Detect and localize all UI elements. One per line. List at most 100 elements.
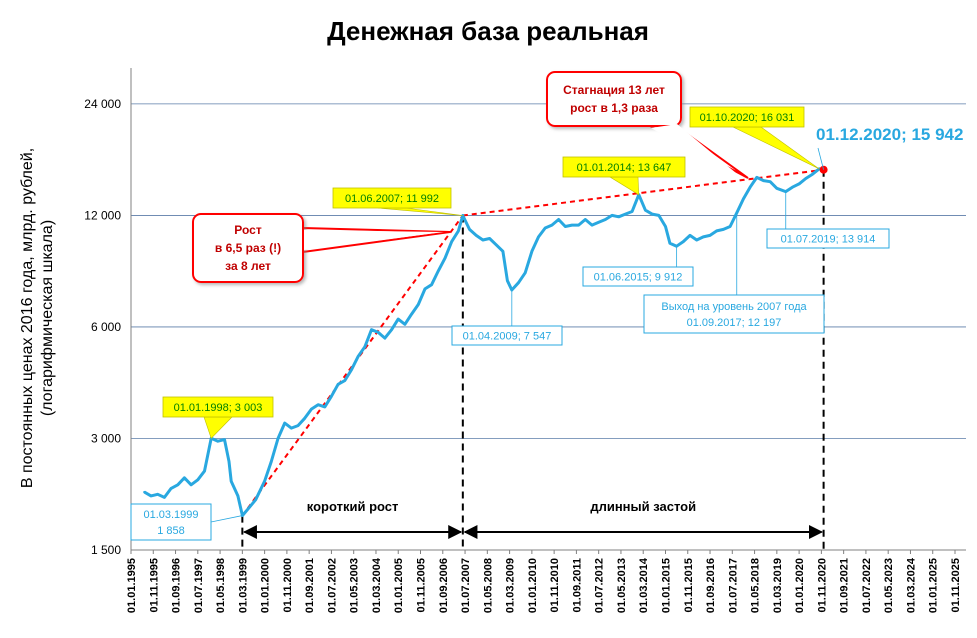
data-point bbox=[350, 368, 353, 371]
annotation-a2014: 01.01.2014; 13 647 bbox=[562, 156, 686, 178]
annotation-pointer bbox=[608, 176, 640, 196]
callout-text: Рост bbox=[234, 223, 262, 237]
data-point bbox=[383, 336, 387, 340]
annotation-a2020dec: 01.12.2020; 15 942 bbox=[811, 120, 968, 148]
data-point bbox=[254, 498, 257, 501]
data-point bbox=[336, 383, 340, 386]
data-point bbox=[488, 237, 491, 240]
data-point bbox=[183, 476, 186, 479]
data-point bbox=[715, 229, 718, 233]
data-point bbox=[762, 179, 765, 182]
data-point bbox=[230, 480, 233, 483]
phase-label: короткий рост bbox=[307, 499, 399, 514]
x-tick-label: 01.09.2021 bbox=[839, 558, 851, 613]
data-point bbox=[363, 345, 366, 349]
x-tick-label: 01.11.2020 bbox=[816, 558, 828, 612]
data-point bbox=[755, 176, 758, 179]
annotation-a1999: 01.03.1999 1 858 bbox=[130, 503, 212, 541]
data-point bbox=[143, 490, 146, 494]
data-point bbox=[450, 240, 453, 243]
data-point bbox=[775, 187, 778, 190]
data-point bbox=[524, 271, 527, 274]
x-tick-label: 01.09.2011 bbox=[571, 558, 583, 612]
x-tick-label: 01.07.2022 bbox=[861, 558, 873, 613]
data-point bbox=[604, 218, 607, 221]
data-point bbox=[290, 426, 293, 430]
annotation-pointer bbox=[203, 416, 233, 439]
annotation-a1998: 01.01.1998; 3 003 bbox=[162, 396, 274, 418]
chart-title: Денежная база реальная bbox=[327, 16, 649, 46]
data-point bbox=[430, 283, 433, 286]
data-point bbox=[330, 395, 333, 398]
data-point bbox=[176, 483, 179, 486]
data-point bbox=[769, 180, 772, 183]
data-point bbox=[748, 186, 752, 189]
x-tick-label: 01.03.2024 bbox=[905, 557, 917, 613]
callout-text: за 8 лет bbox=[225, 259, 271, 273]
data-point bbox=[791, 186, 794, 189]
x-tick-label: 01.09.1996 bbox=[171, 558, 183, 613]
callout-pointer-fill bbox=[651, 124, 742, 178]
data-point bbox=[370, 328, 373, 331]
y-tick-label: 12 000 bbox=[84, 208, 121, 222]
data-point bbox=[323, 405, 326, 409]
annotation-box bbox=[766, 228, 890, 249]
x-tick-label: 01.01.2020 bbox=[794, 558, 806, 613]
data-point bbox=[530, 250, 534, 253]
annotation-pointer bbox=[732, 126, 820, 170]
data-point bbox=[597, 221, 600, 224]
series-group bbox=[143, 165, 828, 518]
y-tick-label: 6 000 bbox=[91, 320, 121, 334]
trend-line-rise bbox=[241, 214, 464, 517]
x-tick-label: 01.03.2014 bbox=[638, 557, 650, 613]
data-point bbox=[241, 514, 244, 517]
x-tick-label: 01.01.2010 bbox=[527, 558, 539, 613]
x-tick-label: 01.07.2012 bbox=[594, 558, 606, 613]
callout-pointer-fill bbox=[304, 230, 444, 250]
data-point bbox=[189, 483, 193, 486]
data-point bbox=[501, 250, 505, 253]
y-tick-label: 24 000 bbox=[84, 97, 121, 111]
data-point bbox=[169, 487, 173, 490]
x-tick-label: 01.07.2017 bbox=[727, 558, 739, 613]
data-point bbox=[163, 496, 166, 499]
x-tick-label: 01.03.1999 bbox=[237, 558, 249, 613]
annotation-a2015: 01.06.2015; 9 912 bbox=[582, 266, 694, 287]
data-point bbox=[617, 215, 620, 218]
data-point bbox=[564, 225, 567, 228]
data-point bbox=[797, 182, 801, 186]
x-tick-label: 01.09.2006 bbox=[438, 558, 450, 613]
callout-rise: Рост в 6,5 раз (!) за 8 лет bbox=[192, 213, 451, 283]
annotation-text: 01.06.2015; 9 912 bbox=[594, 272, 683, 284]
y-tick-labels: 1 500 3 000 6 000 12 000 24 000 bbox=[84, 97, 121, 557]
data-point bbox=[644, 209, 647, 212]
x-tick-label: 01.05.2003 bbox=[349, 558, 361, 613]
data-point bbox=[149, 494, 153, 498]
data-point bbox=[481, 238, 485, 242]
data-point bbox=[283, 421, 286, 425]
annotation-box bbox=[582, 266, 694, 287]
x-tick-label: 01.05.2008 bbox=[482, 558, 494, 613]
data-point bbox=[550, 223, 554, 227]
annotation-text: 01.04.2009; 7 547 bbox=[463, 331, 552, 343]
x-tick-label: 01.07.2002 bbox=[326, 558, 338, 613]
x-tick-label: 01.05.1998 bbox=[215, 558, 227, 613]
data-point bbox=[590, 223, 594, 227]
x-tick-label: 01.01.1995 bbox=[126, 558, 138, 613]
annotation-pointer bbox=[377, 207, 463, 216]
data-point bbox=[557, 218, 560, 221]
data-point bbox=[227, 460, 231, 463]
data-point bbox=[196, 478, 199, 481]
data-point bbox=[506, 279, 509, 282]
annotation-a2019: 01.07.2019; 13 914 bbox=[766, 228, 890, 249]
data-point bbox=[475, 234, 478, 237]
data-point bbox=[310, 407, 313, 411]
data-point bbox=[296, 424, 300, 427]
data-point bbox=[423, 287, 427, 291]
data-point bbox=[276, 437, 280, 440]
callout-text: рост в 1,3 раза bbox=[570, 101, 658, 115]
data-point bbox=[650, 212, 654, 216]
data-point bbox=[316, 403, 320, 406]
annotations: 01.01.1998; 3 003 01.03.1999 1 858 01.06.20… bbox=[130, 106, 968, 541]
